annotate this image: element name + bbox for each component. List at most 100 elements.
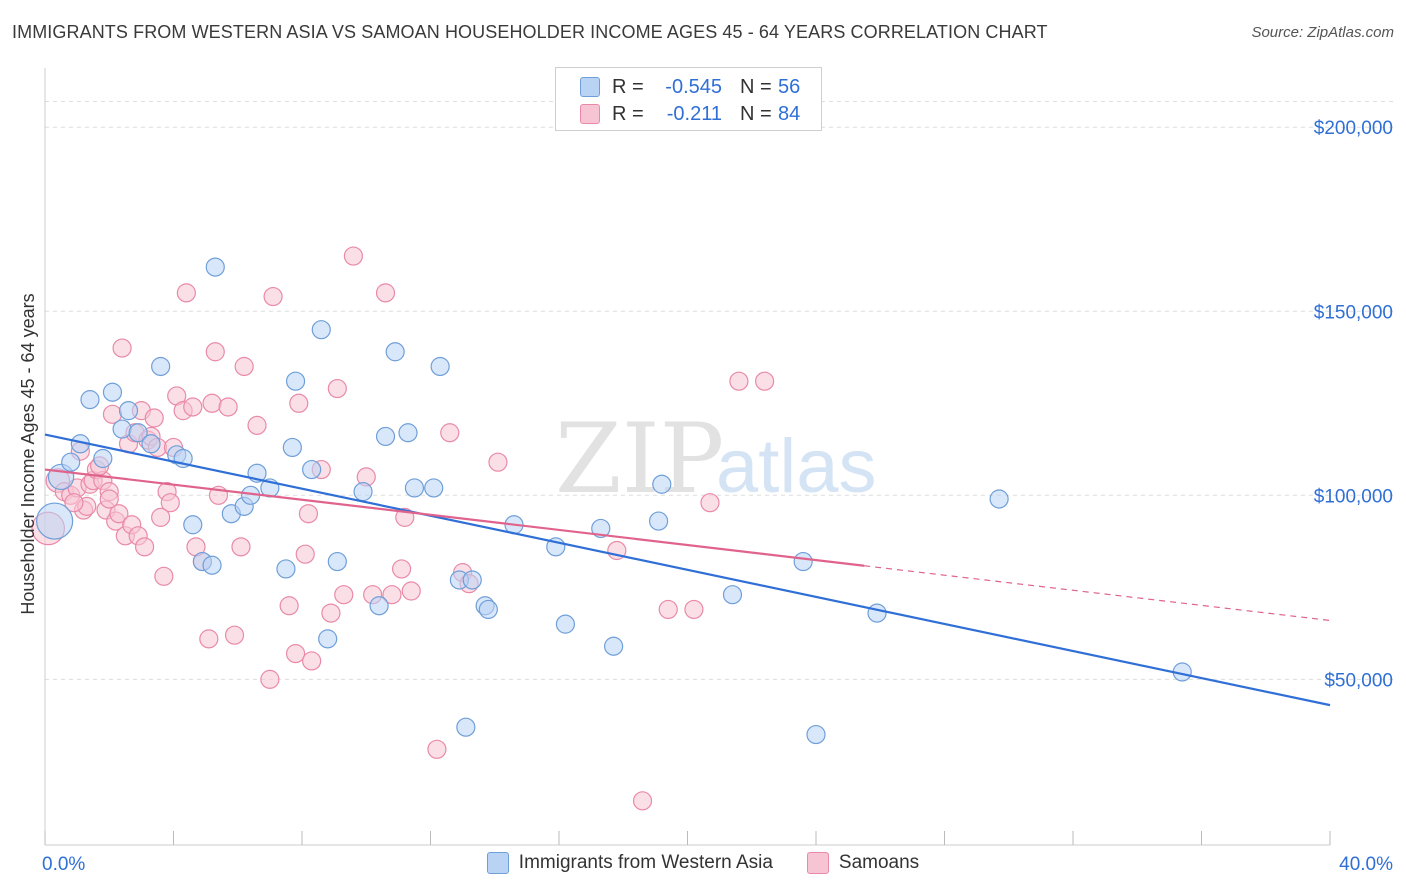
samoans-point	[109, 504, 129, 524]
gridlines	[45, 100, 1395, 680]
samoans-point	[632, 791, 653, 811]
western-asia-point	[36, 502, 74, 540]
y-tick-label: $100,000	[1314, 486, 1393, 507]
samoans-point	[427, 739, 447, 759]
samoans-point	[488, 452, 508, 472]
samoans-point	[279, 596, 299, 616]
samoans-point	[382, 585, 402, 605]
samoans-point	[151, 507, 171, 527]
western-asia-point	[276, 559, 296, 579]
western-asia-point	[555, 614, 576, 634]
western-asia-point	[327, 551, 347, 572]
legend-swatch-blue	[486, 852, 509, 874]
y-tick-label: $200,000	[1314, 118, 1393, 139]
western-asia-point	[722, 585, 743, 605]
x-tick-label-min: 0.0%	[42, 854, 85, 875]
stats-swatch-pink	[580, 104, 600, 124]
western-asia-point	[867, 603, 887, 623]
samoans-point	[684, 599, 704, 620]
watermark: ZIP atlas	[555, 403, 877, 515]
western-asia-point	[183, 515, 203, 535]
legend-item-western-asia[interactable]: Immigrants from Western Asia	[486, 852, 773, 874]
source-credit: Source: ZipAtlas.com	[1251, 24, 1394, 41]
western-asia-point	[112, 419, 132, 439]
r-label: R =	[612, 102, 644, 125]
chart-title: IMMIGRANTS FROM WESTERN ASIA VS SAMOAN H…	[12, 22, 1048, 42]
axis-labels: $50,000 $100,000 $150,000 $200,000 0.0% 40.0%	[42, 118, 1393, 875]
samoans-point	[375, 283, 396, 303]
samoans-point	[260, 669, 280, 689]
western-asia-point	[128, 423, 148, 443]
x-tick-label-max: 40.0%	[1339, 854, 1393, 875]
western-asia-point	[793, 551, 813, 572]
western-asia-point	[318, 629, 338, 649]
western-asia-point	[462, 570, 482, 590]
samoans-point	[199, 629, 219, 649]
samoans-point	[754, 371, 775, 391]
samoans-point	[302, 651, 322, 671]
samoans-point	[134, 537, 155, 557]
watermark-zip: ZIP	[555, 403, 724, 515]
western-asia-point	[989, 489, 1009, 509]
samoans-point	[224, 625, 245, 645]
western-asia-point	[202, 555, 222, 575]
y-tick-label: $150,000	[1314, 302, 1393, 323]
samoans-point	[231, 537, 251, 557]
western-asia-point	[604, 636, 624, 656]
samoans-point	[144, 408, 164, 428]
correlation-stats-box: R = -0.545 N = 56 R = -0.211 N = 84	[555, 67, 822, 131]
samoans-point	[321, 603, 341, 623]
western-asia-point	[61, 452, 81, 472]
western-asia-point	[311, 320, 331, 340]
western-asia-point	[102, 382, 123, 402]
samoans-point	[343, 246, 363, 266]
western-asia-point	[648, 511, 669, 531]
axes	[44, 68, 1331, 846]
samoans-point	[234, 356, 254, 377]
samoans-point	[218, 397, 238, 417]
western-asia-point	[591, 518, 611, 539]
samoans-point	[205, 342, 225, 362]
samoans-point	[700, 493, 720, 513]
western-asia-trend-line	[44, 433, 1331, 707]
samoans-point	[401, 581, 421, 601]
samoans-point	[160, 493, 180, 513]
n-value: 56	[778, 75, 801, 98]
samoans-point	[154, 566, 174, 586]
samoans-trend-line-dashed	[864, 565, 1331, 622]
western-asia-point	[375, 426, 396, 447]
n-label: N =	[740, 75, 772, 98]
stats-row-western-asia: R = -0.545 N = 56	[580, 73, 800, 101]
samoans-point	[176, 283, 196, 303]
legend-item-samoans[interactable]: Samoans	[806, 852, 919, 874]
trend-lines	[44, 433, 1331, 707]
western-asia-points	[36, 257, 1192, 745]
western-asia-point	[398, 423, 418, 443]
western-asia-point	[353, 482, 373, 502]
western-asia-point	[118, 401, 139, 421]
western-asia-point	[302, 459, 322, 480]
samoans-point	[99, 489, 119, 509]
samoans-trend-line	[44, 468, 865, 567]
samoans-point	[202, 393, 222, 413]
western-asia-point	[285, 371, 306, 391]
western-asia-point	[404, 478, 425, 498]
samoans-point	[327, 378, 347, 399]
y-tick-label: $50,000	[1324, 670, 1393, 691]
western-asia-point	[80, 390, 100, 410]
samoans-point	[729, 371, 749, 391]
r-value: -0.545	[665, 75, 722, 98]
western-asia-point	[151, 356, 171, 377]
samoans-point	[295, 544, 315, 564]
y-axis-title: Householder Income Ages 45 - 64 years	[18, 293, 38, 614]
stats-swatch-blue	[580, 77, 600, 97]
western-asia-point	[424, 478, 444, 498]
samoans-point	[334, 585, 354, 605]
western-asia-point	[205, 257, 225, 277]
samoans-point	[285, 643, 306, 664]
samoans-point	[391, 559, 412, 579]
western-asia-point	[806, 724, 826, 745]
chart-legend: Immigrants from Western Asia Samoans	[0, 852, 1406, 874]
western-asia-point	[93, 448, 113, 469]
